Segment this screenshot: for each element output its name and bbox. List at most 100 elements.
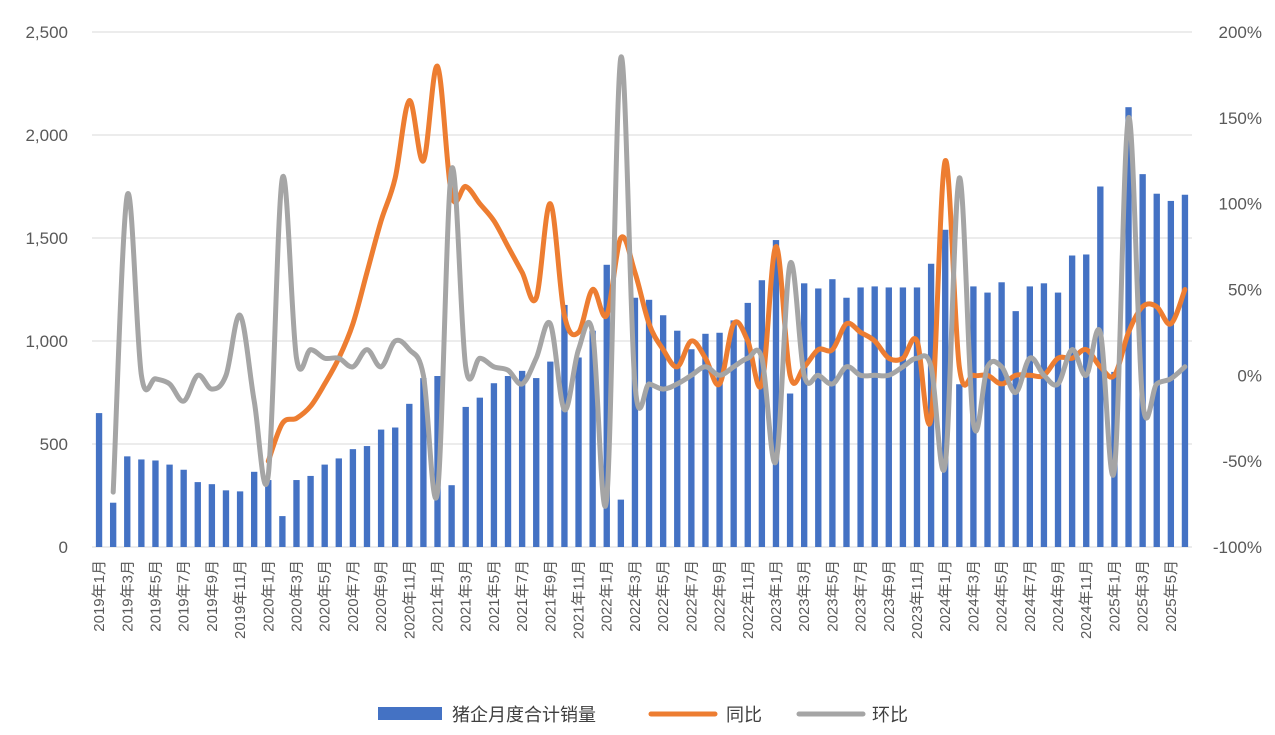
bar [504, 376, 512, 547]
yoy-line [265, 63, 1188, 464]
x-tick-label: 2019年11月 [232, 560, 249, 639]
x-tick-label: 2024年1月 [937, 560, 954, 632]
bar [251, 471, 258, 547]
bar [1167, 200, 1175, 548]
bar [377, 429, 385, 547]
bar [984, 292, 991, 547]
bar [998, 282, 1005, 547]
x-tick-label: 2023年1月 [768, 560, 785, 632]
bar [222, 490, 230, 547]
x-tick-label: 2020年7月 [345, 560, 362, 632]
x-tick-label: 2020年3月 [288, 560, 305, 632]
bar [786, 393, 794, 547]
bar [801, 283, 808, 547]
bar [420, 378, 427, 547]
x-tick-label: 2024年9月 [1050, 560, 1067, 632]
bar [772, 240, 780, 547]
x-tick-label: 2019年1月 [91, 560, 108, 632]
y-right-tick-label: 0% [1237, 366, 1262, 385]
bar [1068, 255, 1076, 547]
bar [533, 378, 540, 547]
x-tick-label: 2020年5月 [317, 560, 334, 632]
bar [279, 516, 286, 547]
bar [363, 446, 371, 547]
x-tick-label: 2025年3月 [1135, 560, 1152, 632]
bar [194, 482, 201, 547]
x-axis-ticks: 2019年1月 2019年3月 2019年5月 2019年7月 2019年9月 2019年… [91, 560, 1180, 639]
y-left-tick-label: 2,000 [25, 126, 68, 145]
y-right-tick-label: 50% [1228, 281, 1262, 300]
bar [758, 280, 766, 547]
bar [716, 332, 723, 547]
x-tick-label: 2025年1月 [1106, 560, 1123, 632]
legend: 猪企月度合计销量 同比 环比 [378, 705, 908, 725]
bar [208, 484, 216, 547]
bar [1181, 194, 1189, 548]
bar [603, 264, 610, 547]
bar [871, 286, 878, 547]
bar [462, 406, 469, 547]
bar [730, 320, 737, 547]
bar [1026, 286, 1033, 547]
x-tick-label: 2019年5月 [147, 560, 164, 632]
bar [236, 491, 244, 547]
bar [1153, 193, 1160, 547]
y-left-tick-label: 1,000 [25, 332, 68, 351]
x-tick-label: 2020年9月 [373, 560, 390, 632]
bar [1012, 311, 1019, 547]
y-left-tick-label: 1,500 [25, 229, 68, 248]
bar [518, 370, 526, 547]
x-tick-label: 2021年3月 [458, 560, 475, 632]
x-tick-label: 2020年11月 [401, 560, 418, 639]
bar [547, 361, 554, 547]
bar [744, 302, 751, 547]
x-tick-label: 2021年7月 [514, 560, 531, 632]
mom-line [110, 54, 1188, 509]
x-tick-label: 2025年5月 [1163, 560, 1180, 632]
y-right-tick-label: -100% [1213, 538, 1262, 557]
bar [166, 464, 173, 547]
x-tick-label: 2022年1月 [599, 560, 616, 632]
bar [561, 304, 568, 547]
y-left-tick-label: 2,500 [25, 23, 68, 42]
x-tick-label: 2019年9月 [204, 560, 221, 632]
bar [490, 383, 498, 547]
x-tick-label: 2019年7月 [176, 560, 193, 632]
x-tick-label: 2022年3月 [627, 560, 644, 632]
x-tick-label: 2020年1月 [260, 560, 277, 632]
bar [575, 357, 582, 547]
x-tick-label: 2023年11月 [909, 560, 926, 639]
bar [138, 459, 145, 547]
bar [1083, 254, 1090, 548]
y-right-tick-label: 100% [1219, 195, 1262, 214]
bar [349, 449, 357, 547]
x-tick-label: 2023年5月 [824, 560, 841, 632]
x-tick-label: 2023年7月 [853, 560, 870, 632]
y-right-tick-label: -50% [1222, 452, 1262, 471]
bar [95, 413, 103, 547]
bar [702, 333, 709, 547]
bar [674, 330, 681, 547]
bar [913, 287, 921, 547]
bar [293, 480, 300, 547]
bar [942, 229, 949, 547]
bar [124, 456, 131, 547]
bar [815, 288, 822, 547]
legend-label: 环比 [872, 705, 908, 725]
x-tick-label: 2022年7月 [683, 560, 700, 632]
x-tick-label: 2024年11月 [1078, 560, 1095, 639]
x-tick-label: 2022年11月 [740, 560, 757, 639]
legend-swatch-bar [378, 707, 442, 720]
bar [956, 384, 963, 547]
bar [659, 315, 667, 547]
y-right-tick-label: 200% [1219, 23, 1262, 42]
x-tick-label: 2022年5月 [655, 560, 672, 632]
bar [152, 460, 159, 547]
x-tick-label: 2021年5月 [486, 560, 503, 632]
bar [885, 287, 892, 547]
bar [448, 485, 455, 547]
bar [392, 427, 399, 547]
bar [321, 464, 328, 547]
y-left-tick-label: 500 [40, 435, 68, 454]
